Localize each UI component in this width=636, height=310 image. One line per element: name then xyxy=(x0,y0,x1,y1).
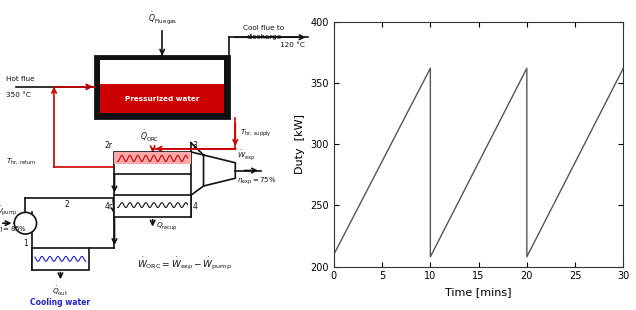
Text: $\dot{V}_{\mathrm{pump}}$: $\dot{V}_{\mathrm{pump}}$ xyxy=(0,205,18,219)
Text: $\dot{W}_{\mathrm{ORC}}=\dot{W}_{\mathrm{exp}}-\dot{W}_{\mathrm{pump}}$: $\dot{W}_{\mathrm{ORC}}=\dot{W}_{\mathrm… xyxy=(137,255,232,272)
Polygon shape xyxy=(204,155,235,186)
Text: 3: 3 xyxy=(193,141,197,150)
Bar xyxy=(114,152,191,164)
Y-axis label: Duty  [kW]: Duty [kW] xyxy=(295,114,305,174)
Circle shape xyxy=(15,212,37,234)
Bar xyxy=(95,56,229,118)
Text: $\eta_{\mathrm{exp}}=75\%$: $\eta_{\mathrm{exp}}=75\%$ xyxy=(237,175,276,187)
Bar xyxy=(114,152,191,174)
Text: $T_{\mathrm{hr,\,return}}$: $T_{\mathrm{hr,\,return}}$ xyxy=(6,156,37,166)
Text: $T_{\mathrm{hr,\,supply}}$: $T_{\mathrm{hr,\,supply}}$ xyxy=(240,127,272,139)
Text: $\dot{Q}_{\mathrm{recup}}$: $\dot{Q}_{\mathrm{recup}}$ xyxy=(156,219,178,233)
X-axis label: Time [mins]: Time [mins] xyxy=(445,287,512,297)
Bar xyxy=(32,248,89,270)
Text: 1: 1 xyxy=(23,239,28,248)
Text: $\dot{W}_{\mathrm{exp}}$: $\dot{W}_{\mathrm{exp}}$ xyxy=(237,148,255,163)
Bar xyxy=(100,84,225,113)
Text: Cooling water: Cooling water xyxy=(31,298,90,307)
Text: 2: 2 xyxy=(64,200,69,209)
Text: discharge: discharge xyxy=(246,34,282,40)
Text: Hot flue: Hot flue xyxy=(6,76,35,82)
Bar xyxy=(100,60,225,84)
Text: 350 °C: 350 °C xyxy=(6,91,31,98)
Bar xyxy=(114,195,191,217)
Text: $\dot{Q}_{\mathrm{out}}$: $\dot{Q}_{\mathrm{out}}$ xyxy=(52,285,69,298)
Text: $\eta=85\%$: $\eta=85\%$ xyxy=(0,224,27,234)
Text: 4: 4 xyxy=(193,202,197,211)
Text: 2r: 2r xyxy=(105,141,113,150)
Text: 120 °C: 120 °C xyxy=(280,42,305,48)
Text: Cool flue to: Cool flue to xyxy=(244,25,284,31)
Text: Pressurized water: Pressurized water xyxy=(125,96,199,102)
Text: $\dot{Q}_{\mathrm{ORC}}$: $\dot{Q}_{\mathrm{ORC}}$ xyxy=(140,129,159,144)
Text: $\dot{Q}_{\mathrm{Flue\,gas}}$: $\dot{Q}_{\mathrm{Flue\,gas}}$ xyxy=(148,11,177,26)
Text: 4r: 4r xyxy=(105,202,113,211)
